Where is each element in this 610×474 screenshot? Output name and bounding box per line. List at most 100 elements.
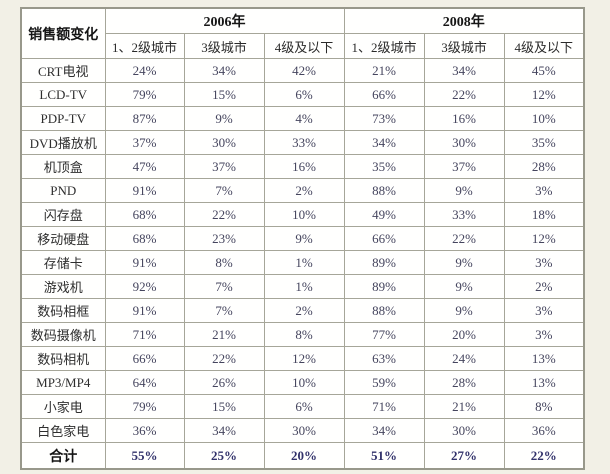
row-label: 闪存盘 [20,202,106,227]
value-cell: 12% [263,346,345,371]
value-cell: 9% [423,250,505,275]
value-cell: 1% [263,274,345,299]
value-cell: 9% [423,298,505,323]
value-cell: 55% [104,442,185,470]
value-cell: 63% [343,346,425,371]
value-cell: 2% [263,178,345,203]
value-cell: 3% [503,178,585,203]
col-header-2008-tier12: 1、2级城市 [343,33,425,59]
row-label: PND [20,178,106,203]
value-cell: 30% [183,130,265,155]
table-row: PND 91% 7% 2% 88% 9% 3% [20,178,585,203]
col-header-2006-tier12: 1、2级城市 [104,33,185,59]
value-cell: 88% [343,178,425,203]
value-cell: 8% [503,394,585,419]
value-cell: 51% [343,442,425,470]
value-cell: 7% [183,274,265,299]
value-cell: 36% [503,418,585,443]
row-label: 游戏机 [20,274,106,299]
row-label: DVD播放机 [20,130,106,155]
value-cell: 12% [503,226,585,251]
value-cell: 8% [183,250,265,275]
value-cell: 16% [263,154,345,179]
value-cell: 49% [343,202,425,227]
value-cell: 8% [263,322,345,347]
col-header-2006-tier3: 3级城市 [183,33,265,59]
value-cell: 2% [263,298,345,323]
table-title-cell: 销售额变化 [20,7,106,59]
row-label: CRT电视 [20,58,106,83]
value-cell: 24% [104,58,185,83]
value-cell: 25% [183,442,265,470]
value-cell: 59% [343,370,425,395]
col-header-2006-tier4: 4级及以下 [263,33,345,59]
value-cell: 42% [263,58,345,83]
col-header-2008-tier4: 4级及以下 [503,33,585,59]
table-body: CRT电视 24% 34% 42% 21% 34% 45% LCD-TV 79% 15% 6% 66%… [20,58,585,470]
table-header: 销售额变化 2006年 2008年 1、2级城市 3级城市 4级及以下 1、2级… [20,7,585,59]
value-cell: 7% [183,298,265,323]
value-cell: 89% [343,250,425,275]
table-row: LCD-TV 79% 15% 6% 66% 22% 12% [20,82,585,107]
value-cell: 73% [343,106,425,131]
year-2006-header: 2006年 [104,7,345,34]
row-label: 小家电 [20,394,106,419]
value-cell: 37% [104,130,185,155]
value-cell: 7% [183,178,265,203]
table-row: CRT电视 24% 34% 42% 21% 34% 45% [20,58,585,83]
sales-change-table: 销售额变化 2006年 2008年 1、2级城市 3级城市 4级及以下 1、2级… [20,7,585,470]
value-cell: 13% [503,346,585,371]
value-cell: 91% [104,298,185,323]
value-cell: 13% [503,370,585,395]
value-cell: 34% [183,58,265,83]
value-cell: 22% [423,82,505,107]
value-cell: 37% [423,154,505,179]
row-label: 机顶盒 [20,154,106,179]
value-cell: 88% [343,298,425,323]
value-cell: 3% [503,322,585,347]
value-cell: 3% [503,250,585,275]
value-cell: 68% [104,226,185,251]
value-cell: 22% [503,442,585,470]
row-label: LCD-TV [20,82,106,107]
table-row: 数码相框 91% 7% 2% 88% 9% 3% [20,298,585,323]
value-cell: 66% [104,346,185,371]
value-cell: 22% [423,226,505,251]
row-label: 数码摄像机 [20,322,106,347]
table-row: 小家电 79% 15% 6% 71% 21% 8% [20,394,585,419]
value-cell: 10% [263,202,345,227]
value-cell: 77% [343,322,425,347]
value-cell: 18% [503,202,585,227]
value-cell: 20% [263,442,345,470]
value-cell: 20% [423,322,505,347]
value-cell: 66% [343,226,425,251]
value-cell: 91% [104,178,185,203]
value-cell: 37% [183,154,265,179]
value-cell: 30% [423,130,505,155]
value-cell: 21% [343,58,425,83]
table-row: MP3/MP4 64% 26% 10% 59% 28% 13% [20,370,585,395]
table-row: DVD播放机 37% 30% 33% 34% 30% 35% [20,130,585,155]
value-cell: 10% [263,370,345,395]
table-row: 数码摄像机 71% 21% 8% 77% 20% 3% [20,322,585,347]
value-cell: 34% [343,130,425,155]
year-2008-header: 2008年 [343,7,585,34]
value-cell: 45% [503,58,585,83]
row-label: 移动硬盘 [20,226,106,251]
city-tier-header-row: 1、2级城市 3级城市 4级及以下 1、2级城市 3级城市 4级及以下 [21,33,585,59]
value-cell: 35% [503,130,585,155]
value-cell: 2% [503,274,585,299]
value-cell: 23% [183,226,265,251]
table-row: 白色家电 36% 34% 30% 34% 30% 36% [20,418,585,443]
value-cell: 34% [183,418,265,443]
value-cell: 6% [263,82,345,107]
value-cell: 3% [503,298,585,323]
value-cell: 71% [343,394,425,419]
row-label: 数码相机 [20,346,106,371]
value-cell: 9% [183,106,265,131]
table-row: 数码相机 66% 22% 12% 63% 24% 13% [20,346,585,371]
value-cell: 28% [503,154,585,179]
row-label: 合计 [20,442,106,470]
row-label: PDP-TV [20,106,106,131]
table-row: 闪存盘 68% 22% 10% 49% 33% 18% [20,202,585,227]
